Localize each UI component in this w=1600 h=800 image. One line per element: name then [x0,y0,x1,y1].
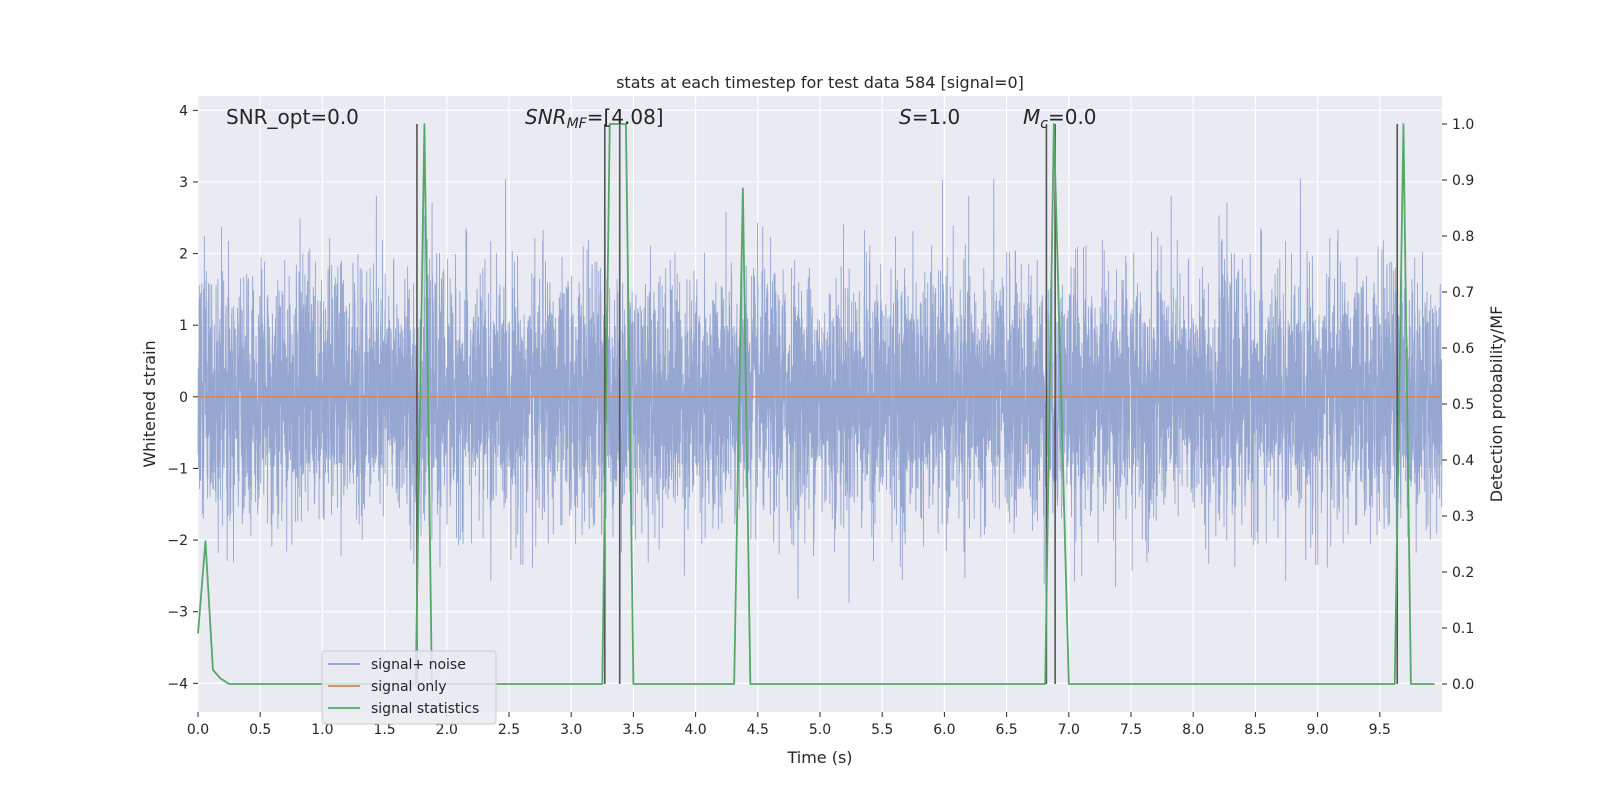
legend-entry-signal-only: signal only [328,679,446,695]
chart-title: stats at each timestep for test data 584… [616,73,1024,92]
left-tick-label-3: −1 [167,461,188,477]
annotation-mc-suffix: =0.0 [1048,105,1097,129]
annotation-mc-stat: Mc=0.0 [1023,105,1097,132]
annotation-mc-symbol: M [1023,105,1040,129]
annotation-snr-mf-sub: MF [567,116,588,132]
annotations: SNR_opt=0.0 SNRMF=[4.08] S=1.0 Mc=0.0 [226,105,1097,132]
x-axis-ticks: 0.0 0.5 1.0 1.5 2.0 2.5 3.0 3.5 4.0 4.5 5.0 5.5 6.0 6… [187,712,1391,738]
annotation-s-symbol: S [899,105,912,129]
x-tick-label-12: 6.0 [933,722,955,738]
y-axis-label: Whitened strain [140,340,159,467]
x-axis-label: Time (s) [786,748,852,767]
left-tick-label-0: −4 [167,676,188,692]
left-tick-label-8: 4 [179,103,188,119]
x-tick-label-14: 7.0 [1058,722,1080,738]
right-tick-label-6: 0.6 [1452,341,1474,357]
right-tick-label-9: 0.9 [1452,173,1474,189]
annotation-snr-mf: SNRMF=[4.08] [525,105,664,132]
right-y-axis-ticks: 0.0 0.1 0.2 0.3 0.4 0.5 0.6 0.7 0.8 0.9 1.0 [1442,117,1474,693]
series-line-signal-noise [197,178,1443,603]
x-tick-label-9: 4.5 [747,722,769,738]
left-tick-label-4: 0 [179,390,188,406]
right-tick-label-8: 0.8 [1452,229,1474,245]
right-tick-label-5: 0.5 [1452,397,1474,413]
left-tick-label-2: −2 [167,533,188,549]
legend-box [321,650,497,725]
x-tick-label-2: 1.0 [311,722,333,738]
left-tick-label-7: 3 [179,175,188,191]
right-tick-label-10: 1.0 [1452,117,1474,133]
x-tick-label-15: 7.5 [1120,722,1142,738]
annotation-snr-opt-prefix: SNR_opt= [226,105,327,129]
x-tick-label-6: 3.0 [560,722,582,738]
x-tick-label-19: 9.5 [1369,722,1391,738]
right-tick-label-2: 0.2 [1452,565,1474,581]
x-tick-label-0: 0.0 [187,722,209,738]
y-axis-label-right: Detection probability/MF [1487,306,1506,503]
legend-entry-signal-statistics: signal statistics [328,701,479,717]
legend-entry-signal-noise: signal+ noise [328,657,466,673]
right-tick-label-4: 0.4 [1452,453,1474,469]
x-tick-label-18: 9.0 [1306,722,1328,738]
annotation-snr-mf-symbol: SNR [525,105,567,129]
x-tick-label-3: 1.5 [373,722,395,738]
right-tick-label-3: 0.3 [1452,509,1474,525]
annotation-mc-sub: c [1040,116,1048,132]
left-tick-label-1: −3 [167,605,188,621]
left-tick-label-5: 1 [179,318,188,334]
x-tick-label-7: 3.5 [622,722,644,738]
right-tick-label-1: 0.1 [1452,621,1474,637]
x-tick-label-10: 5.0 [809,722,831,738]
series-line-signal-statistics [197,123,1435,685]
legend-label-signal-statistics: signal statistics [371,701,479,717]
legend: signal+ noise signal only signal statist… [321,650,497,725]
annotation-snr-opt-value: 0.0 [327,105,359,129]
x-tick-label-8: 4.0 [684,722,706,738]
left-tick-label-6: 2 [179,247,188,263]
x-tick-label-17: 8.5 [1244,722,1266,738]
legend-label-signal-only: signal only [371,679,446,695]
annotation-snr-mf-suffix: =[4.08] [587,105,664,129]
left-y-axis-ticks: −4 −3 −2 −1 0 1 2 3 4 [167,103,198,692]
x-tick-label-16: 8.0 [1182,722,1204,738]
x-tick-label-5: 2.5 [498,722,520,738]
legend-label-signal-noise: signal+ noise [371,657,466,673]
x-tick-label-13: 6.5 [995,722,1017,738]
x-tick-label-11: 5.5 [871,722,893,738]
right-tick-label-0: 0.0 [1452,677,1474,693]
annotation-s-suffix: =1.0 [912,105,961,129]
series-signal-statistics [197,123,1435,685]
right-tick-label-7: 0.7 [1452,285,1474,301]
annotation-snr-opt: SNR_opt=0.0 [226,105,359,129]
annotation-s-stat: S=1.0 [899,105,960,129]
x-tick-label-1: 0.5 [249,722,271,738]
x-tick-label-4: 2.0 [436,722,458,738]
series-signal-noise [197,178,1443,603]
plot-area [197,96,1443,712]
